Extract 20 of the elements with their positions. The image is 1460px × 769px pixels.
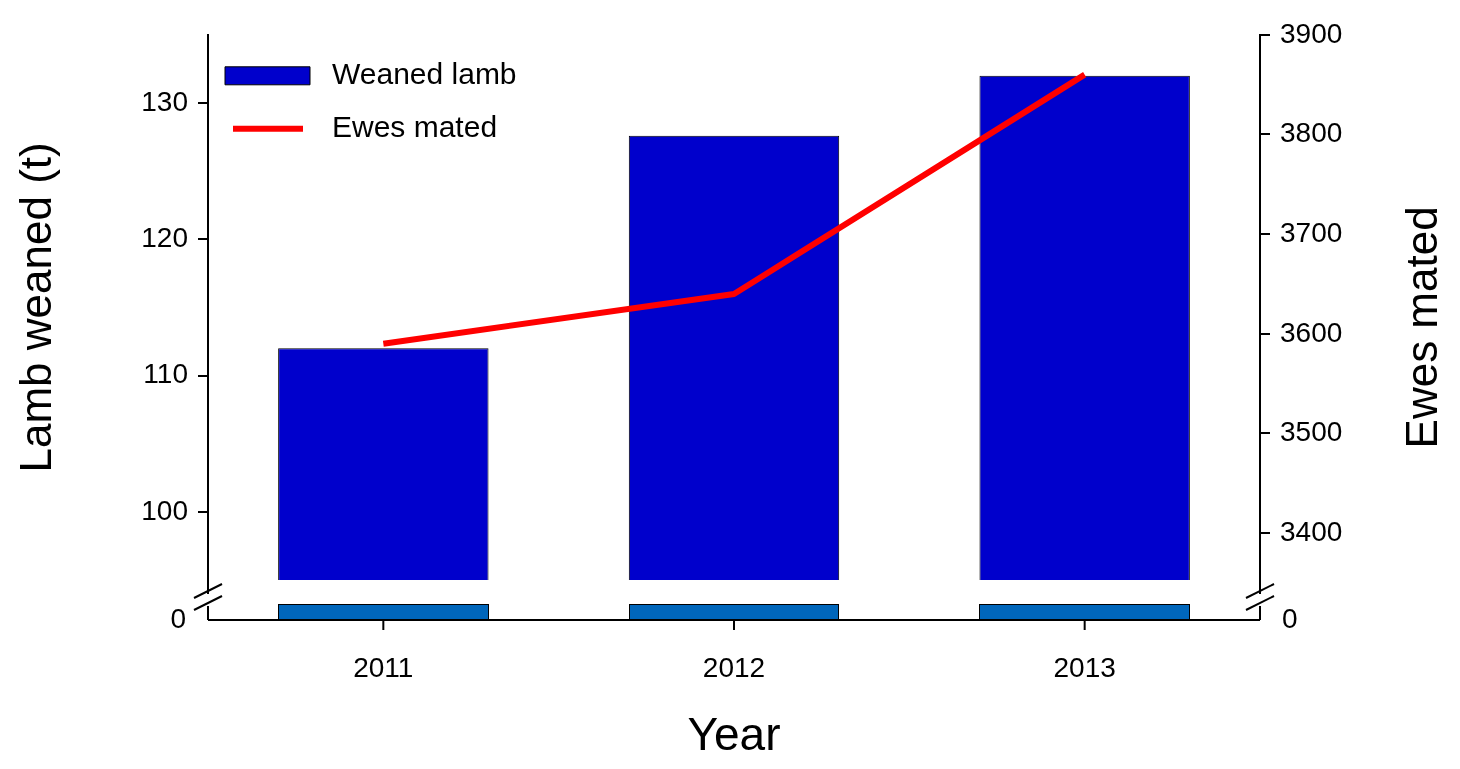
y2-tick-label: 3400	[1280, 515, 1343, 547]
text: 0	[170, 602, 186, 634]
y2-tick-label: 3500	[1280, 416, 1343, 448]
y-axis-title: Lamb weaned (t)	[10, 142, 60, 473]
y-tick-label: 130	[141, 85, 188, 117]
y-tick-label: 110	[143, 358, 188, 390]
x-tick-label: 2011	[353, 651, 414, 683]
y2-axis-title: Ewes mated	[1397, 206, 1447, 449]
y-tick-label: 100	[141, 494, 188, 526]
x-tick-label: 2013	[1053, 651, 1116, 683]
legend-label: Ewes mated	[332, 110, 498, 144]
x-tick-label: 2012	[702, 651, 766, 683]
y2-tick-label: 3800	[1280, 117, 1343, 149]
x-axis-title: Year	[687, 708, 781, 761]
y2-tick-label: 3700	[1280, 216, 1343, 248]
y2-tick-label: 3900	[1280, 17, 1343, 49]
y-tick-label: 120	[141, 221, 188, 253]
text: 0	[1282, 602, 1298, 634]
legend-label: Weaned lamb	[332, 57, 517, 91]
y2-tick-label: 3600	[1280, 316, 1343, 348]
